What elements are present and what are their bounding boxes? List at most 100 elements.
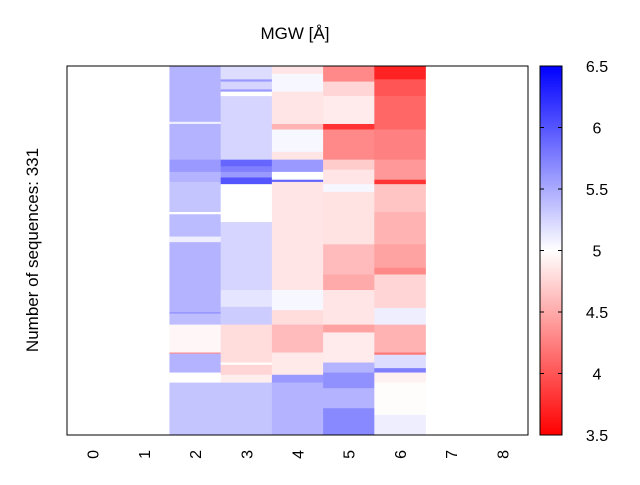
heatmap-cell (169, 123, 221, 160)
heatmap-cell (271, 310, 324, 325)
heatmap-cell (374, 66, 426, 80)
heatmap-cell (220, 96, 273, 160)
heatmap-cell (271, 73, 324, 92)
heatmap-cell (374, 179, 426, 185)
heatmap-cell (220, 290, 273, 308)
heatmap-cell (323, 159, 375, 170)
heatmap-cell (220, 66, 273, 80)
heatmap-cell (323, 123, 375, 130)
heatmap-cell (374, 307, 426, 325)
heatmap-cell (374, 79, 426, 97)
heatmap-cell (323, 274, 375, 291)
heatmap-cell (271, 66, 324, 75)
heatmap-cell (220, 81, 273, 90)
colorbar-tick-label: 6.5 (586, 59, 608, 76)
heatmap-cell (323, 290, 375, 325)
colorbar-tick-label: 5.5 (586, 182, 608, 199)
heatmap-cell (220, 222, 273, 291)
heatmap-cell (323, 372, 375, 389)
heatmap-cell (271, 91, 324, 125)
heatmap-cell (169, 242, 221, 313)
heatmap-cell (220, 374, 273, 383)
heatmap-cell (271, 374, 324, 383)
colorbar-ticks: 3.5 4 4.5 5 5.5 6 6.5 (540, 59, 608, 445)
x-tick-label: 8 (495, 450, 512, 459)
heatmap-cell (271, 151, 324, 160)
heatmap-cell (374, 184, 426, 213)
heatmap-cells (169, 66, 426, 436)
heatmap-cell (323, 324, 375, 333)
heatmap-cell (220, 159, 273, 167)
heatmap-cell (169, 372, 221, 383)
heatmap-cell (220, 91, 273, 97)
heatmap-cell (220, 166, 273, 173)
heatmap-cell (271, 129, 324, 153)
heatmap-cell (323, 408, 375, 436)
x-tick-label: 0 (86, 450, 103, 459)
x-tick-label: 2 (188, 450, 205, 459)
x-tick-label: 5 (342, 450, 359, 459)
heatmap-cell (374, 368, 426, 373)
heatmap-cell (220, 171, 273, 178)
heatmap-cell (220, 89, 273, 92)
heatmap-cell (169, 236, 221, 243)
x-tick-label: 3 (239, 450, 256, 459)
heatmap-cell (169, 66, 221, 123)
heatmap-cell (374, 324, 426, 353)
heatmap-cell (374, 414, 426, 436)
heatmap-cell (169, 353, 221, 373)
heatmap-cell (220, 364, 273, 376)
heatmap-cell (271, 290, 324, 311)
heatmap-cell (220, 382, 273, 436)
heatmap-cell (323, 388, 375, 409)
heatmap-cell (220, 184, 273, 223)
x-tick-label: 7 (444, 450, 461, 459)
plot-frame (66, 65, 529, 436)
x-tick-label: 6 (393, 450, 410, 459)
colorbar-tick-label: 4 (593, 367, 602, 384)
heatmap-cell (271, 324, 324, 353)
heatmap-cell (220, 79, 273, 82)
heatmap-cell (323, 66, 375, 82)
heatmap-cell (323, 169, 375, 185)
heatmap-cell (271, 352, 324, 376)
heatmap-cell (374, 354, 426, 369)
heatmap-cell (169, 324, 221, 353)
heatmap-cell (169, 313, 221, 325)
heatmap-cell (374, 96, 426, 130)
heatmap-cell (374, 267, 426, 275)
heatmap-cell (169, 212, 221, 215)
heatmap-cell (323, 244, 375, 275)
x-tick-label: 4 (291, 450, 308, 459)
heatmap-cell (374, 159, 426, 181)
heatmap-cell (374, 129, 426, 160)
heatmap-cell (271, 159, 324, 173)
heatmap-cell (374, 212, 426, 245)
heatmap-cell (220, 177, 273, 185)
x-tick-labels: 0 1 2 3 4 5 6 7 8 (86, 450, 513, 459)
heatmap-cell (169, 159, 221, 173)
colorbar-tick-label: 6 (593, 121, 602, 138)
heatmap-cell (323, 362, 375, 373)
heatmap-cell (271, 181, 324, 291)
heatmap-cell (271, 123, 324, 130)
heatmap-cell (323, 81, 375, 97)
heatmap-cell (169, 171, 221, 183)
heatmap-cell (169, 181, 221, 213)
heatmap-cell (169, 121, 221, 125)
heatmap-cell (374, 244, 426, 269)
heatmap-cell (169, 382, 221, 436)
heatmap-cell (374, 382, 426, 416)
heatmap-cell (271, 171, 324, 181)
heatmap-cell (169, 312, 221, 314)
heatmap-cell (323, 191, 375, 245)
heatmap-cell (374, 352, 426, 356)
heatmap-cell (169, 352, 221, 354)
colorbar-tick-label: 4.5 (586, 305, 608, 322)
heatmap-cell (374, 274, 426, 309)
heatmap-cell (374, 372, 426, 383)
heatmap-cell (271, 382, 324, 436)
heatmap-cell (220, 324, 273, 363)
colorbar-tick-label: 5 (593, 244, 602, 261)
